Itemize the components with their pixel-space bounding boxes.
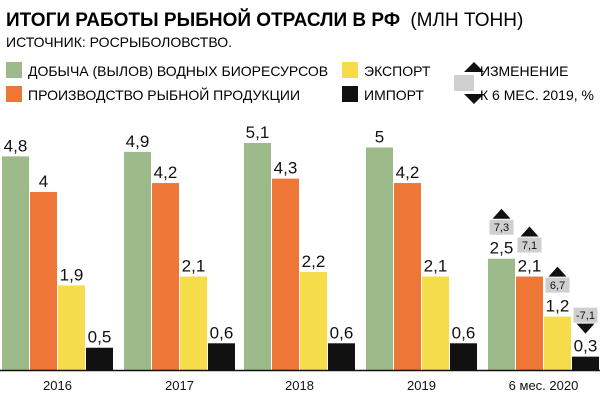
change-legend-box: [454, 75, 474, 91]
data-label: 4,2: [154, 163, 178, 182]
legend: ДОБЫЧА (ВЫЛОВ) ВОДНЫХ БИОРЕСУРСОВ ПРОИЗВ…: [6, 62, 594, 104]
triangle-up-icon: [464, 62, 484, 72]
chart-title-main: ИТОГИ РАБОТЫ РЫБНОЙ ОТРАСЛИ В РФ: [6, 9, 400, 31]
legend-label-import: ИМПОРТ: [364, 87, 424, 103]
legend-swatch-catch: [6, 62, 22, 78]
chart-title-unit: (МЛН ТОНН): [410, 10, 523, 31]
bar-2-1: [180, 276, 207, 370]
data-label: 2,1: [424, 257, 448, 276]
bar-0-0: [2, 156, 29, 370]
data-label: 2,2: [302, 252, 326, 271]
bar-1-4: [516, 276, 543, 370]
change-up-icon: [548, 266, 567, 277]
change-up-icon: [520, 226, 539, 237]
bar-3-3: [450, 343, 477, 370]
bar-1-0: [30, 191, 57, 370]
data-label: 4,8: [4, 136, 28, 155]
x-tick-label: 6 мес. 2020: [509, 378, 579, 393]
bar-1-2: [272, 178, 299, 370]
data-label: 0,6: [330, 323, 354, 342]
bar-1-1: [152, 183, 179, 370]
change-badge: [489, 219, 514, 235]
change-badge: [573, 307, 598, 323]
bar-2-3: [422, 276, 449, 370]
data-label: 0,6: [210, 323, 234, 342]
data-label: 1,2: [546, 297, 570, 316]
bar-0-2: [244, 143, 271, 370]
x-tick-label: 2019: [407, 378, 436, 393]
change-legend-icon: [454, 62, 484, 104]
bar-0-3: [366, 147, 393, 370]
change-down-icon: [576, 323, 595, 334]
legend-label-catch: ДОБЫЧА (ВЫЛОВ) ВОДНЫХ БИОРЕСУРСОВ: [28, 63, 328, 79]
change-legend-line2: К 6 МЕС. 2019, %: [480, 87, 594, 103]
legend-swatch-export: [342, 62, 358, 78]
chart-title: ИТОГИ РАБОТЫ РЫБНОЙ ОТРАСЛИ В РФ (МЛН ТО…: [6, 9, 523, 31]
change-badge: [517, 237, 542, 253]
data-label: 4,3: [274, 159, 298, 178]
data-label: 0,6: [452, 323, 476, 342]
legend-swatch-production: [6, 86, 22, 102]
plot-area: 4,841,90,520164,94,22,10,620175,14,32,20…: [2, 123, 599, 393]
change-label: 7,1: [522, 240, 537, 252]
change-legend-line1: ИЗМЕНЕНИЕ: [480, 63, 568, 79]
x-tick-label: 2017: [165, 378, 194, 393]
data-label: 0,5: [88, 328, 112, 347]
x-tick-label: 2018: [285, 378, 314, 393]
legend-label-export: ЭКСПОРТ: [364, 63, 431, 79]
data-label: 2,5: [490, 239, 514, 258]
data-label: 4,2: [396, 163, 420, 182]
bar-2-4: [544, 316, 571, 370]
legend-label-production: ПРОИЗВОДСТВО РЫБНОЙ ПРОДУКЦИИ: [28, 86, 300, 103]
data-label: 2,1: [182, 257, 206, 276]
data-label: 5,1: [246, 123, 270, 142]
legend-swatch-import: [342, 86, 358, 102]
bar-3-2: [328, 343, 355, 370]
change-label: 7,3: [494, 222, 509, 234]
bar-3-0: [86, 347, 113, 370]
chart-source: ИСТОЧНИК: РОСРЫБОЛОВСТВО.: [6, 34, 232, 50]
change-label: -7,1: [576, 310, 595, 322]
x-tick-label: 2016: [43, 378, 72, 393]
bar-2-0: [58, 285, 85, 370]
data-label: 5: [375, 127, 384, 146]
triangle-down-icon: [464, 94, 484, 104]
bar-3-4: [572, 356, 599, 370]
data-label: 1,9: [60, 265, 84, 284]
bar-3-1: [208, 343, 235, 370]
bar-2-2: [300, 272, 327, 370]
bar-0-4: [488, 258, 515, 370]
change-badge: [545, 277, 570, 293]
bar-0-1: [124, 151, 151, 370]
change-up-icon: [492, 208, 511, 219]
data-label: 2,1: [518, 257, 542, 276]
data-label: 4,9: [126, 132, 150, 151]
data-label: 0,3: [574, 337, 598, 356]
data-label: 4: [39, 172, 48, 191]
bar-1-3: [394, 183, 421, 370]
change-label: 6,7: [550, 280, 565, 292]
